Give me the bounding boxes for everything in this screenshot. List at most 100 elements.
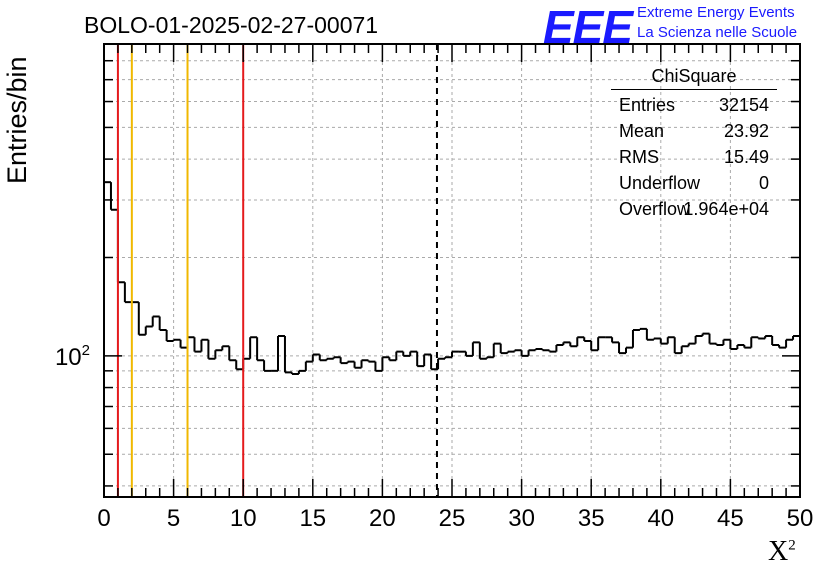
- y-tick-label: 102: [55, 342, 90, 371]
- histogram-bin: [680, 345, 689, 354]
- histogram-bin: [381, 356, 390, 371]
- histogram-bin: [743, 344, 752, 349]
- x-tick-label: 20: [369, 505, 396, 532]
- x-tick-label: 35: [578, 505, 605, 532]
- histogram-bin: [645, 328, 654, 341]
- x-axis-label-base: X: [768, 536, 789, 567]
- histogram-bin: [471, 341, 480, 356]
- histogram-bin: [792, 335, 800, 340]
- histogram-bin: [555, 343, 564, 352]
- stats-title: ChiSquare: [611, 66, 777, 90]
- histogram-bin: [548, 350, 557, 353]
- histogram-bin: [437, 357, 446, 370]
- histogram-bin: [290, 372, 299, 376]
- plot-title: BOLO-01-2025-02-27-00071: [84, 12, 379, 38]
- histogram-bin: [214, 349, 223, 359]
- grid-lines: [104, 44, 800, 497]
- histogram-bin: [402, 351, 411, 357]
- histogram-bin: [332, 356, 341, 359]
- histogram-bin: [618, 342, 626, 355]
- stats-box: ChiSquare Entries 32154 Mean 23.92 RMS 15.4…: [611, 66, 777, 222]
- histogram-bin: [200, 338, 209, 352]
- histogram-bin: [144, 325, 153, 335]
- logo-line-1: Extreme Energy Events: [637, 4, 795, 21]
- histogram-bin: [409, 350, 418, 356]
- histogram-bin: [228, 346, 237, 362]
- histogram-bin: [631, 328, 640, 348]
- stats-value: 1.964e+04: [683, 199, 769, 219]
- histogram-bin: [506, 350, 515, 354]
- stats-label: Entries: [619, 95, 676, 115]
- histogram-bin: [736, 343, 745, 349]
- histogram-bin: [694, 335, 703, 344]
- histogram-bin: [123, 282, 132, 304]
- histogram-bin: [757, 337, 766, 340]
- histogram-bin: [109, 182, 118, 211]
- histogram-bin: [360, 359, 369, 368]
- y-tick-label-base: 10: [55, 344, 82, 371]
- histogram-bin: [179, 339, 188, 349]
- histogram-bin: [423, 353, 432, 367]
- histogram-bin: [193, 337, 202, 353]
- histogram-bin: [388, 357, 397, 362]
- stats-label: Underflow: [619, 173, 701, 193]
- histogram-bin: [764, 335, 773, 339]
- x-tick-label: 5: [167, 505, 180, 532]
- histogram-bin: [242, 357, 251, 370]
- histogram-bin: [771, 336, 780, 346]
- histogram-bin: [116, 209, 125, 284]
- x-tick-label: 10: [230, 505, 257, 532]
- histogram-bin: [499, 343, 508, 355]
- stats-row-underflow: Underflow 0: [611, 170, 777, 196]
- histogram-bin: [611, 337, 620, 344]
- x-axis-label: X2: [768, 536, 796, 568]
- histogram-bin: [708, 333, 717, 345]
- histogram-bin: [297, 369, 306, 375]
- stats-value: 15.49: [723, 147, 769, 167]
- y-tick-label-exponent: 2: [82, 342, 90, 359]
- histogram-bin: [464, 351, 473, 357]
- histogram-bin: [374, 361, 383, 372]
- x-tick-label: 0: [97, 505, 110, 532]
- x-tick-label: 40: [647, 505, 674, 532]
- x-tick-label: 50: [787, 505, 814, 532]
- histogram-bin: [478, 342, 487, 360]
- histogram-bin: [513, 349, 522, 352]
- stats-value: 23.92: [723, 121, 769, 141]
- histogram-bin: [367, 360, 376, 363]
- histogram-bin: [597, 336, 606, 351]
- stats-value: 32154: [718, 95, 769, 115]
- histogram-bin: [325, 357, 334, 361]
- histogram-bin: [541, 348, 550, 352]
- histogram-bin: [172, 338, 181, 342]
- histogram-bin: [722, 338, 731, 345]
- x-tick-label: 30: [508, 505, 535, 532]
- histogram-bin: [666, 336, 675, 344]
- stats-row-entries: Entries 32154: [611, 92, 777, 118]
- histogram-bin: [165, 329, 174, 343]
- stats-value: 0: [758, 173, 769, 193]
- histogram-bin: [750, 336, 759, 348]
- histogram-bin: [687, 342, 696, 347]
- histogram-bin: [235, 360, 244, 371]
- histogram-bin: [249, 336, 258, 359]
- histogram-bin: [778, 344, 787, 349]
- histogram-bin: [569, 342, 578, 348]
- histogram-bin: [339, 357, 348, 365]
- stats-row-rms: RMS 15.49: [611, 144, 777, 170]
- histogram-bin: [534, 347, 543, 351]
- histogram-bin: [137, 302, 146, 336]
- histogram-bin: [444, 356, 452, 359]
- histogram-bin: [263, 360, 272, 372]
- histogram-bin: [485, 356, 494, 359]
- histogram-bin: [207, 339, 216, 360]
- histogram-bin: [583, 337, 592, 343]
- axis-ticks: [103, 44, 801, 497]
- histogram-bin: [311, 353, 320, 362]
- histogram-bin: [277, 335, 285, 371]
- histogram-bin: [221, 345, 230, 351]
- histogram-bin: [785, 338, 794, 348]
- histogram-bin: [520, 350, 529, 357]
